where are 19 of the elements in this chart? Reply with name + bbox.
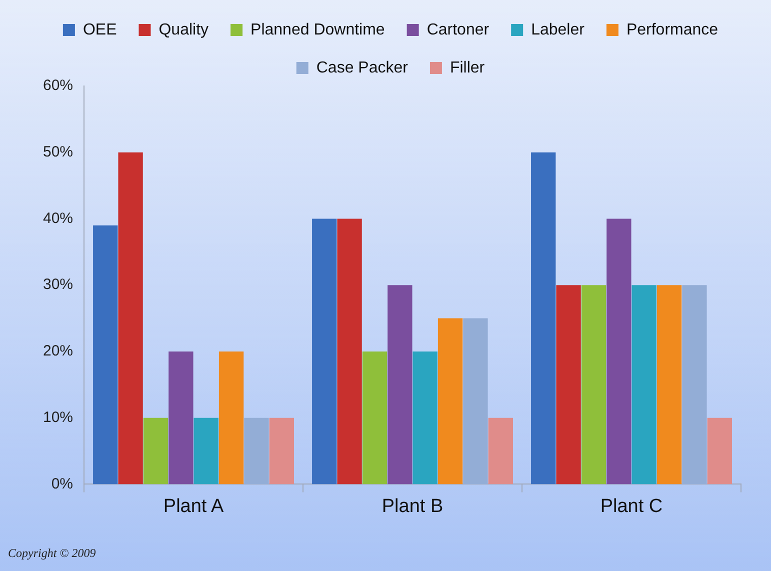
legend-label: Performance [626, 21, 718, 38]
y-tick-label: 50% [42, 144, 74, 161]
legend-label: Labeler [531, 21, 586, 38]
legend-label: Filler [450, 59, 486, 76]
y-tick-label: 40% [42, 210, 74, 227]
legend-label: Quality [158, 21, 209, 38]
y-tick-label: 60% [42, 77, 74, 94]
x-tick-label: Plant B [382, 496, 444, 517]
legend-label: OEE [82, 21, 117, 38]
y-tick-label: 30% [42, 276, 74, 294]
text: Copyright © 2009 [8, 546, 96, 560]
y-tick-label: 20% [42, 342, 74, 360]
legend-label: Case Packer [316, 59, 409, 76]
legend-label: Planned Downtime [250, 21, 385, 38]
legend-label: Cartoner [426, 21, 490, 38]
y-tick-label: 10% [42, 408, 74, 426]
x-tick-label: Plant C [600, 496, 663, 517]
y-tick-label: 0% [51, 475, 74, 492]
x-tick-label: Plant A [163, 496, 224, 517]
